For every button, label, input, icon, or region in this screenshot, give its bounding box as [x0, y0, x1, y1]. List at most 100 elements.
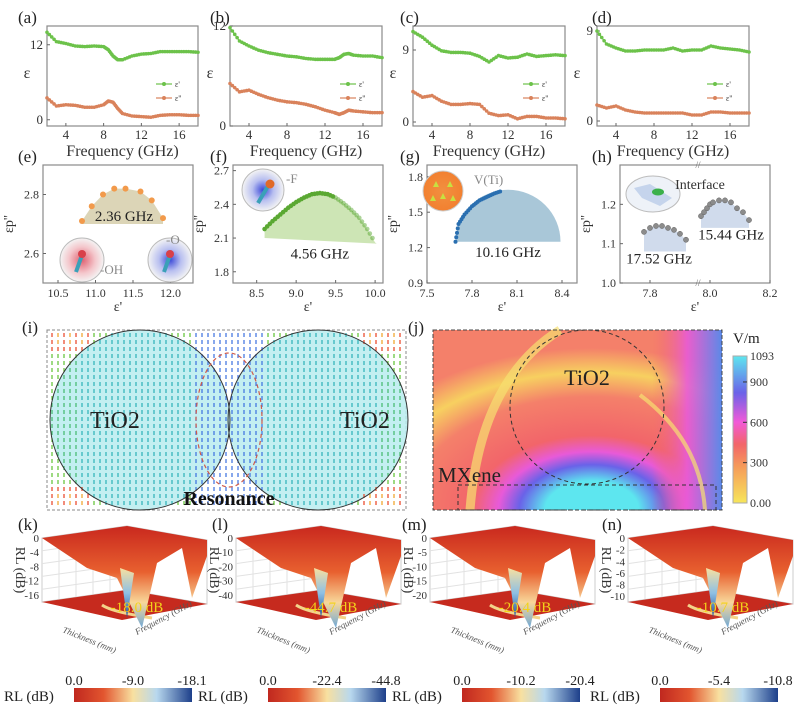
data-point	[704, 205, 710, 212]
panel-label-e: (e)	[18, 147, 37, 166]
data-point	[367, 231, 373, 236]
projection-band	[101, 603, 153, 620]
panel-label-l: (l)	[212, 515, 229, 534]
legend-label: ε''	[359, 94, 366, 103]
colorbar-tick-label: -18.1	[177, 674, 206, 689]
z-tick-label: 0	[620, 533, 626, 545]
z-axis-label: RL (dB)	[206, 547, 221, 594]
axis-break-bottom: //	[695, 278, 701, 288]
panel-label-d: (d)	[592, 8, 612, 27]
data-point	[455, 226, 460, 231]
plot-frame-e	[42, 164, 194, 284]
data-point	[228, 25, 232, 30]
chart-c: 4 8 12 16 0 9 Frequency (GHz) ε ε' ε''	[390, 25, 567, 160]
colorbar-label: RL (dB)	[4, 689, 54, 705]
data-point	[482, 107, 487, 111]
colorbar-tick-label: -20.4	[565, 674, 594, 689]
vacancy-inset: V(Ti)	[422, 170, 503, 212]
legend-marker	[346, 96, 350, 100]
z-tick-label: -12	[24, 576, 39, 588]
semicircle-fill	[455, 189, 561, 242]
tio2-outline-left	[49, 329, 231, 511]
x-tick-label: 12.0	[160, 286, 181, 300]
plot-frame-g	[426, 164, 578, 284]
plot-frame-a	[46, 25, 199, 127]
colorbar-tick-label: -9.0	[122, 674, 144, 689]
x-tick-label: 16	[173, 127, 187, 142]
x-tick-label: 4	[246, 127, 253, 142]
y-axis-label: ε	[574, 65, 581, 82]
data-point	[747, 50, 751, 54]
data-point	[423, 37, 427, 41]
data-point	[160, 215, 166, 222]
y-axis-label: ε	[24, 65, 31, 82]
y-axis-label: εp''	[192, 215, 207, 233]
y-tick-label: 2.7	[214, 164, 229, 178]
rl-colorbar	[74, 688, 192, 702]
tio2-outline	[509, 329, 665, 485]
label-tio2-right: TiO2	[340, 408, 390, 434]
y-tick-label: 2.8	[24, 188, 39, 202]
chart-d: 4 8 12 16 0 9 Frequency (GHz) ε ε' ε''	[574, 23, 751, 160]
z-tick-label: -30	[218, 576, 233, 588]
colorbar-tick-label: -10.2	[506, 674, 535, 689]
data-point	[230, 83, 235, 88]
rl-colorbar	[660, 688, 778, 702]
legend-marker	[713, 82, 717, 86]
legend-marker	[162, 82, 166, 86]
rl-min-annotation: -20.4 dB	[499, 600, 552, 616]
y-tick-label: 12	[213, 18, 226, 33]
x-tick-label: 12	[686, 127, 699, 142]
panel-label-g: (g)	[400, 147, 420, 166]
molecule-inset-f: -F	[241, 168, 298, 212]
x-tick-label: 8.2	[763, 286, 778, 300]
x-tick-label: 8	[651, 127, 658, 142]
data-point	[701, 209, 707, 216]
colorbar-tick-label: 0.00	[750, 496, 771, 510]
data-point	[235, 35, 239, 40]
z-tick-label: 0	[422, 533, 428, 545]
y-tick-label: 1.8	[214, 265, 229, 279]
panel-label-c: (c)	[400, 8, 419, 27]
z-tick-label: -8	[30, 561, 40, 573]
panel-label-n: (n)	[602, 515, 622, 534]
rl-min-annotation: -44.7 dB	[305, 600, 358, 616]
inset-label: -F	[286, 171, 298, 186]
panel-label-f: (f)	[210, 147, 227, 166]
frequency-annotation: 2.36 GHz	[95, 209, 154, 225]
data-point	[425, 39, 430, 43]
y-tick-label: 0	[37, 112, 44, 127]
legend-marker	[529, 96, 533, 100]
y-tick-label: 0.9	[408, 276, 423, 290]
label-resonance: Resonance	[183, 488, 274, 510]
z-tick-label: -8	[616, 580, 626, 592]
x-tick-label: 9.0	[289, 286, 304, 300]
data-point	[357, 215, 362, 221]
x-tick-label: 12	[502, 127, 515, 142]
data-point	[728, 199, 734, 206]
data-point	[52, 102, 56, 106]
chart-g: 7.5 7.8 8.1 8.4 0.9 1.2 1.5 1.8 ε' εp'' 10.16 GHz V…	[386, 164, 578, 315]
y-axis-label: ε	[390, 65, 397, 82]
data-point	[45, 30, 49, 35]
data-point	[671, 227, 677, 233]
frequency-annotation: 4.56 GHz	[291, 246, 350, 262]
colorbar-tick-label: -44.8	[371, 674, 400, 689]
data-point	[453, 239, 458, 244]
rl-minimum-spike	[314, 568, 328, 618]
frequency-annotation: 10.16 GHz	[475, 245, 541, 261]
x-tick-label: 16	[357, 127, 371, 142]
inset-label: -OH	[100, 262, 123, 277]
y-tick-label: 1.5	[408, 205, 423, 219]
colorbar	[732, 355, 748, 504]
charge-blob	[652, 188, 664, 196]
data-point	[698, 213, 704, 219]
x-tick-label: 10.0	[365, 286, 386, 300]
data-point	[484, 109, 489, 113]
panel-label-m: (m)	[402, 515, 427, 534]
data-point	[722, 197, 728, 204]
floor-projection	[42, 590, 207, 620]
